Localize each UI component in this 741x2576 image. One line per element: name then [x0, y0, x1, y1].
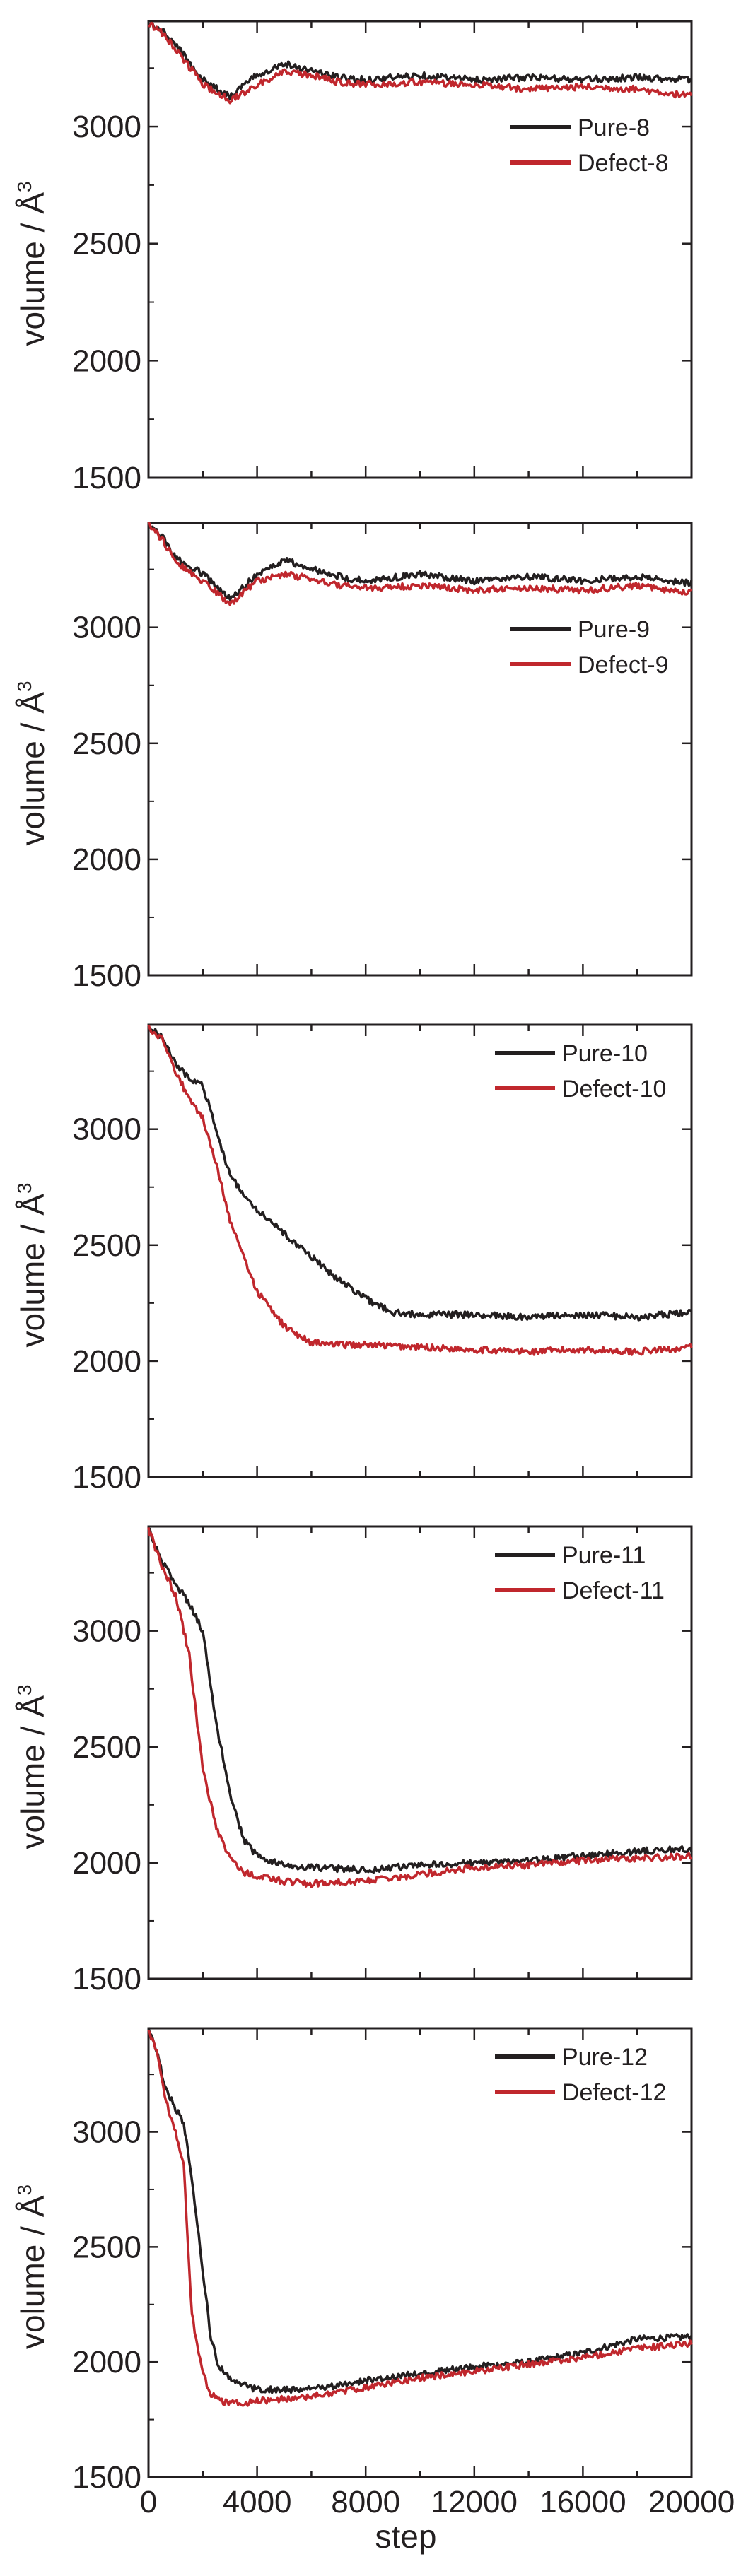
legend-label: Defect-8: [578, 150, 669, 177]
legend-label: Defect-12: [562, 2079, 666, 2106]
chart-panel-9: 1500 2000 2500 3000 volume / Å3 Pure-9 Defect-…: [13, 521, 693, 993]
legend-label: Pure-12: [562, 2044, 648, 2071]
y-axis-label-superscript: 3: [13, 2184, 35, 2196]
y-tick-label: 2500: [72, 727, 141, 761]
x-tick-label: 12000: [431, 2485, 518, 2519]
legend-label: Defect-9: [578, 652, 669, 678]
y-axis-label-text: volume / Å: [14, 1695, 51, 1849]
x-axis-label: step: [375, 2518, 437, 2555]
x-tick-label: 20000: [648, 2485, 735, 2519]
y-tick-label: 1500: [72, 461, 141, 495]
y-axis-label: volume / Å3: [13, 2184, 51, 2349]
y-tick-label: 3000: [72, 1614, 141, 1649]
legend-label: Defect-10: [562, 1076, 666, 1102]
y-axis-label: volume / Å3: [13, 681, 51, 846]
y-tick-label: 1500: [72, 1460, 141, 1495]
x-tick-label: 4000: [223, 2485, 292, 2519]
legend-label: Pure-10: [562, 1040, 648, 1067]
series-line-defect-11: [147, 1527, 692, 1888]
y-tick-label: 2500: [72, 227, 141, 261]
y-axis-label-superscript: 3: [13, 1685, 35, 1696]
y-tick-label: 2000: [72, 842, 141, 877]
x-tick-label: 0: [140, 2485, 157, 2519]
y-tick-label: 2000: [72, 343, 141, 378]
y-tick-label: 2000: [72, 1846, 141, 1881]
chart-panel-8: 1500 2000 2500 3000 volume / Å3 Pure-8 Defect-…: [13, 20, 693, 495]
y-tick-label: 3000: [72, 1112, 141, 1147]
series-line-pure-9: [147, 523, 693, 601]
y-axis-label-superscript: 3: [13, 182, 35, 193]
y-axis-label: volume / Å3: [13, 182, 51, 346]
y-axis-label-text: volume / Å: [14, 192, 51, 346]
y-tick-label: 3000: [72, 110, 141, 144]
series-line-pure-8: [147, 21, 692, 100]
y-tick-label: 1500: [72, 1962, 141, 1996]
series-line-defect-9: [147, 521, 692, 606]
series-line-pure-11: [147, 1527, 693, 1874]
legend-label: Pure-11: [562, 1542, 646, 1569]
legend-label: Pure-9: [578, 616, 650, 643]
x-tick-label: 16000: [539, 2485, 626, 2519]
legend-label: Pure-8: [578, 114, 650, 141]
y-tick-label: 1500: [72, 958, 141, 993]
series-line-pure-10: [148, 1027, 693, 1322]
y-axis-label: volume / Å3: [13, 1685, 51, 1849]
legend-label: Defect-11: [562, 1577, 665, 1604]
y-axis-label-text: volume / Å: [14, 2195, 51, 2349]
y-tick-label: 2500: [72, 2230, 141, 2264]
y-tick-label: 2000: [72, 1344, 141, 1379]
series-line-defect-8: [148, 21, 693, 105]
series-line-defect-10: [147, 1024, 693, 1356]
y-axis-label-superscript: 3: [13, 1183, 35, 1194]
y-tick-label: 3000: [72, 2115, 141, 2150]
x-tick-label: 8000: [331, 2485, 400, 2519]
series-line-defect-12: [147, 2029, 693, 2407]
y-axis-label-text: volume / Å: [14, 1194, 51, 1348]
y-tick-label: 3000: [72, 611, 141, 645]
chart-panel-12: 1500 2000 2500 3000 volume / Å3 Pure-12 Defect…: [13, 2027, 735, 2555]
y-tick-label: 1500: [72, 2460, 141, 2495]
y-axis-label-text: volume / Å: [14, 692, 51, 846]
y-tick-label: 2500: [72, 1228, 141, 1263]
chart-panel-11: 1500 2000 2500 3000 volume / Å3 Pure-11 Defect…: [13, 1525, 693, 1996]
series-line-pure-12: [147, 2027, 693, 2394]
chart-panel-10: 1500 2000 2500 3000 volume / Å3 Pure-10 Defect…: [13, 1023, 693, 1495]
y-tick-label: 2000: [72, 2345, 141, 2380]
y-axis-label-superscript: 3: [13, 681, 35, 693]
y-tick-label: 2500: [72, 1730, 141, 1765]
y-axis-label: volume / Å3: [13, 1183, 51, 1348]
